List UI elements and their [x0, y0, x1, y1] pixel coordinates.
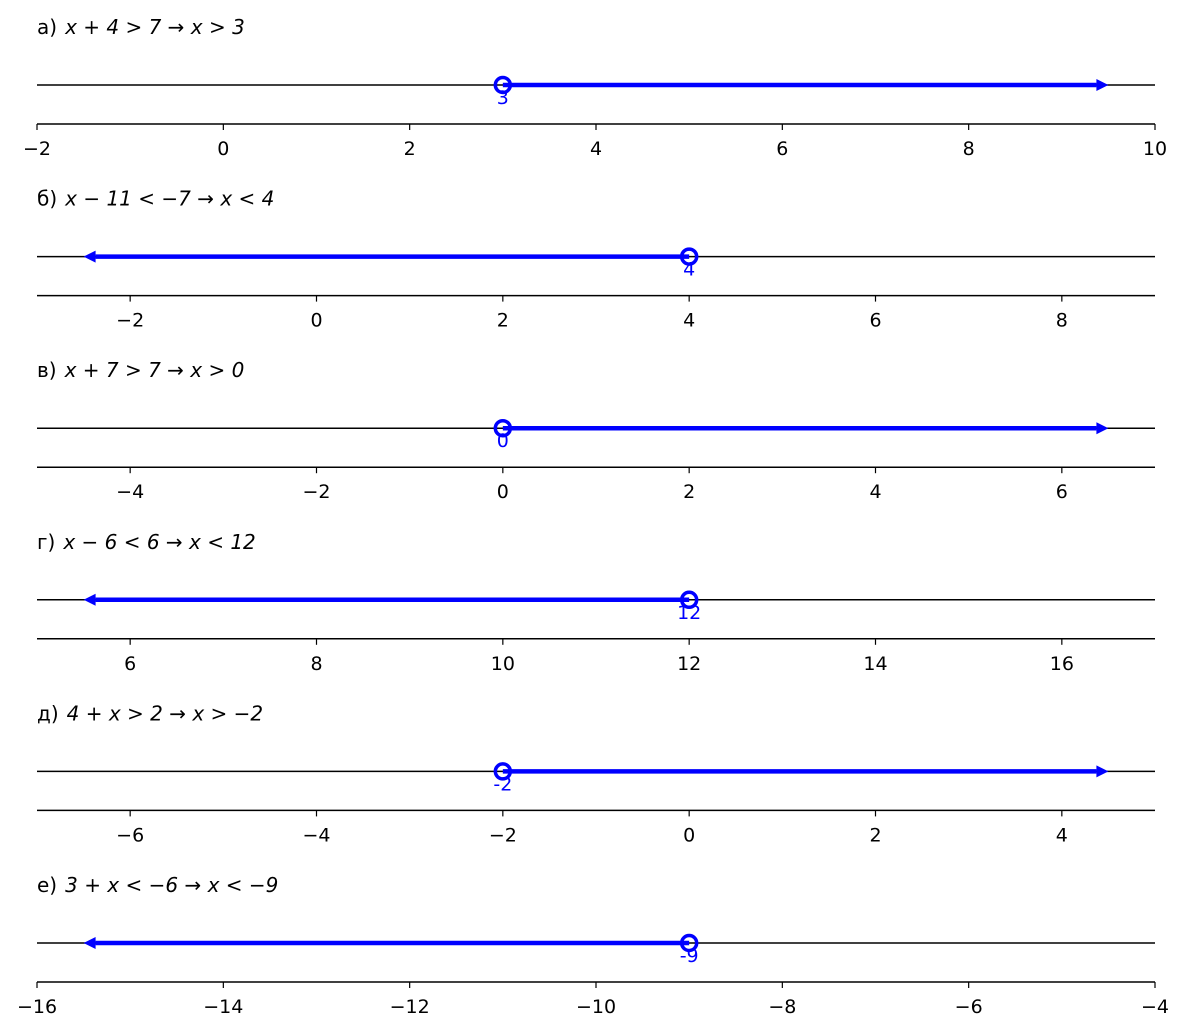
x-tick-label: 10 — [1143, 138, 1167, 160]
x-tick-label: 8 — [310, 653, 322, 675]
x-tick-label: −2 — [302, 481, 330, 503]
panel-inequality-label: 3 + x < −6 → x < −9 — [65, 873, 278, 897]
x-tick-label: 14 — [863, 653, 887, 675]
x-tick-label: 2 — [869, 824, 881, 846]
boundary-label: 12 — [677, 602, 701, 624]
x-tick-label: 0 — [310, 310, 322, 332]
x-tick-label: 6 — [869, 310, 881, 332]
x-tick-label: 6 — [776, 138, 788, 160]
x-tick-label: −12 — [390, 996, 430, 1018]
x-tick-label: 8 — [1056, 310, 1068, 332]
x-tick-label: −10 — [576, 996, 616, 1018]
panel-label-prefix: г) — [37, 530, 55, 554]
x-tick-label: −6 — [955, 996, 983, 1018]
arrow-head — [83, 250, 96, 263]
x-tick-label: 0 — [683, 824, 695, 846]
panel-label-prefix: б) — [37, 187, 57, 211]
x-tick-label: −4 — [1141, 996, 1169, 1018]
x-tick-label: 4 — [590, 138, 602, 160]
panel-inequality-label: x − 6 < 6 → x < 12 — [62, 530, 255, 554]
x-tick-label: 2 — [404, 138, 416, 160]
panel-label-prefix: в) — [37, 358, 57, 382]
panel-label-prefix: е) — [37, 873, 57, 897]
x-tick-label: 10 — [491, 653, 515, 675]
x-tick-label: 6 — [1056, 481, 1068, 503]
panel-inequality-label: x + 7 > 7 → x > 0 — [64, 358, 245, 382]
x-tick-label: −2 — [23, 138, 51, 160]
arrow-head — [83, 593, 96, 606]
panel-label-prefix: д) — [37, 701, 59, 725]
boundary-open-circle — [493, 762, 513, 781]
x-tick-label: −4 — [302, 824, 330, 846]
boundary-open-circle — [493, 418, 513, 438]
arrow-head — [1096, 422, 1109, 435]
x-tick-label: 4 — [869, 481, 881, 503]
panel-inequality-label: 4 + x > 2 → x > −2 — [67, 701, 264, 725]
x-tick-label: 0 — [497, 481, 509, 503]
x-tick-label: −14 — [203, 996, 243, 1018]
boundary-open-circle — [493, 75, 513, 95]
boundary-open-circle — [679, 590, 699, 610]
panel-inequality-label: x + 4 > 7 → x > 3 — [64, 15, 245, 39]
x-tick-label: 6 — [124, 653, 136, 675]
x-tick-label: −2 — [489, 824, 517, 846]
x-tick-label: 12 — [677, 653, 701, 675]
x-tick-label: −4 — [116, 481, 144, 503]
x-tick-label: 16 — [1050, 653, 1074, 675]
panel-inequality-label: x − 11 < −7 → x < 4 — [64, 187, 274, 211]
arrow-head — [83, 937, 96, 949]
x-tick-label: 4 — [1056, 824, 1068, 846]
x-tick-label: −16 — [17, 996, 57, 1018]
x-tick-label: −2 — [116, 310, 144, 332]
boundary-open-circle — [679, 933, 699, 953]
arrow-head — [1096, 79, 1109, 91]
boundary-open-circle — [679, 247, 699, 266]
x-tick-label: −6 — [116, 824, 144, 846]
x-tick-label: 0 — [217, 138, 229, 160]
x-tick-label: 8 — [963, 138, 975, 160]
x-tick-label: −8 — [768, 996, 796, 1018]
x-tick-label: 2 — [683, 481, 695, 503]
arrow-head — [1096, 765, 1109, 778]
x-tick-label: 4 — [683, 310, 695, 332]
x-tick-label: 2 — [497, 310, 509, 332]
panel-label-prefix: а) — [37, 15, 57, 39]
